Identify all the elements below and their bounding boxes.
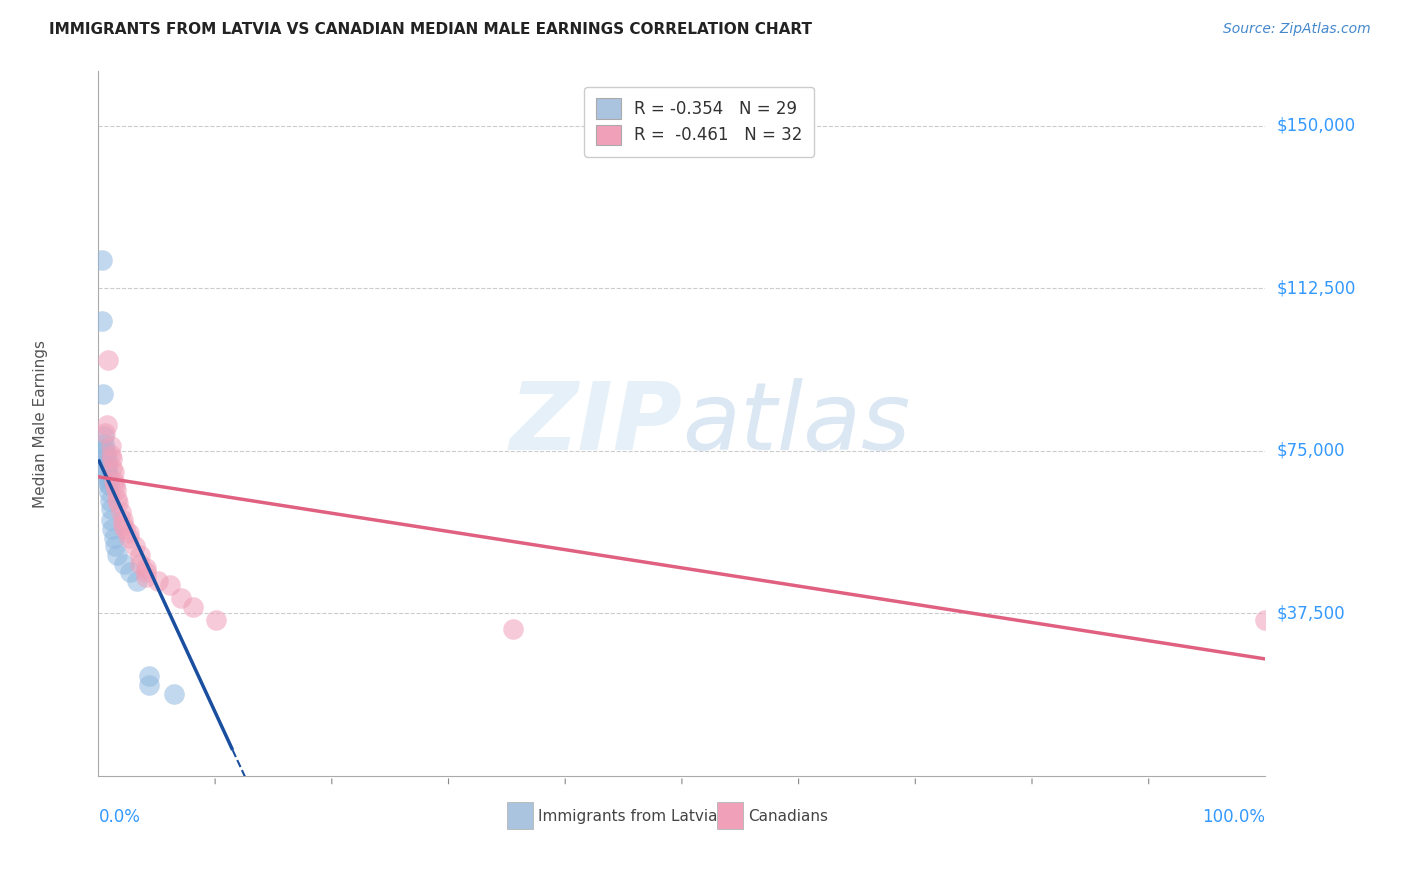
Point: [96, 455, 118, 469]
Bar: [508, 802, 533, 829]
Point: [94, 442, 117, 456]
Point: [129, 557, 152, 571]
Point: [105, 548, 128, 562]
Text: Median Male Earnings: Median Male Earnings: [32, 340, 48, 508]
Point: [135, 561, 157, 575]
Point: [100, 440, 122, 454]
Point: [97, 352, 120, 367]
Point: [112, 557, 135, 571]
Point: [118, 526, 141, 541]
Point: [146, 574, 169, 588]
Point: [124, 539, 146, 553]
Point: [100, 513, 122, 527]
Point: [96, 458, 118, 473]
Point: [138, 678, 160, 692]
Point: [135, 569, 157, 583]
Text: IMMIGRANTS FROM LATVIA VS CANADIAN MEDIAN MALE EARNINGS CORRELATION CHART: IMMIGRANTS FROM LATVIA VS CANADIAN MEDIA…: [49, 22, 813, 37]
Point: [98, 493, 121, 508]
Point: [104, 483, 127, 497]
Bar: [717, 802, 742, 829]
Legend: R = -0.354   N = 29, R =  -0.461   N = 32: R = -0.354 N = 29, R = -0.461 N = 32: [585, 87, 814, 157]
Point: [101, 522, 124, 536]
Point: [103, 474, 125, 488]
Text: $75,000: $75,000: [1277, 442, 1346, 459]
Point: [101, 452, 124, 467]
Point: [96, 450, 118, 465]
Point: [96, 417, 118, 432]
Point: [104, 478, 127, 492]
Point: [97, 485, 120, 500]
Text: Source: ZipAtlas.com: Source: ZipAtlas.com: [1223, 22, 1371, 37]
Point: [104, 539, 127, 553]
Point: [111, 513, 134, 527]
Point: [97, 478, 120, 492]
Point: [159, 578, 181, 592]
Text: atlas: atlas: [682, 378, 910, 469]
Point: [94, 446, 117, 460]
Point: [118, 566, 141, 580]
Point: [205, 613, 228, 627]
Point: [125, 574, 148, 588]
Point: [93, 437, 115, 451]
Point: [90, 252, 112, 267]
Point: [107, 496, 129, 510]
Point: [181, 599, 204, 614]
Text: 100.0%: 100.0%: [1202, 808, 1265, 826]
Point: [97, 476, 120, 491]
Text: $112,500: $112,500: [1277, 279, 1355, 297]
Text: 0.0%: 0.0%: [98, 808, 141, 826]
Point: [163, 687, 186, 701]
Point: [97, 467, 120, 482]
Point: [502, 622, 524, 636]
Text: $37,500: $37,500: [1277, 605, 1346, 623]
Point: [135, 566, 157, 580]
Point: [100, 448, 122, 462]
Point: [114, 522, 136, 536]
Text: Canadians: Canadians: [748, 809, 828, 823]
Point: [97, 472, 120, 486]
Point: [105, 491, 128, 506]
Point: [110, 504, 132, 518]
Text: Immigrants from Latvia: Immigrants from Latvia: [538, 809, 718, 823]
Point: [90, 314, 112, 328]
Point: [1254, 613, 1277, 627]
Point: [129, 548, 152, 562]
Point: [100, 502, 122, 516]
Point: [93, 428, 115, 442]
Point: [111, 517, 134, 532]
Text: $150,000: $150,000: [1277, 117, 1355, 135]
Point: [91, 387, 114, 401]
Point: [96, 463, 118, 477]
Point: [170, 591, 193, 606]
Text: ZIP: ZIP: [509, 377, 682, 470]
Point: [94, 426, 117, 441]
Point: [103, 466, 125, 480]
Point: [138, 669, 160, 683]
Point: [101, 461, 124, 475]
Point: [103, 531, 125, 545]
Point: [118, 531, 141, 545]
